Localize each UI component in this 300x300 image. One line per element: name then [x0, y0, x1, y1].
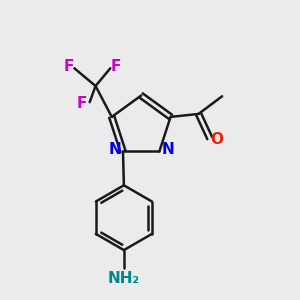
- Text: F: F: [64, 59, 74, 74]
- Text: N: N: [108, 142, 121, 157]
- Text: N: N: [161, 142, 174, 158]
- Text: F: F: [76, 96, 87, 111]
- Text: F: F: [110, 59, 121, 74]
- Text: O: O: [211, 132, 224, 147]
- Text: NH₂: NH₂: [108, 272, 140, 286]
